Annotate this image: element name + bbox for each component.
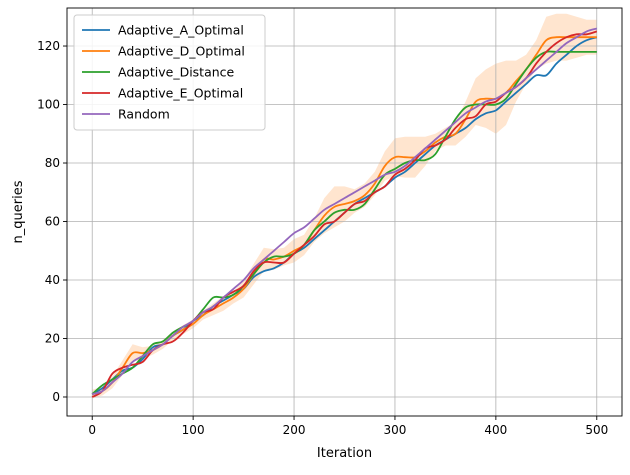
x-tick-label-4: 400	[484, 423, 507, 437]
y-tick-label-4: 80	[45, 156, 60, 170]
legend-label-4: Random	[118, 107, 170, 122]
legend: Adaptive_A_Optimal Adaptive_D_Optimal Adap…	[73, 14, 266, 131]
series-lines	[91, 27, 598, 398]
y-tick-label-2: 40	[45, 273, 60, 287]
y-tick-label-6: 120	[37, 39, 60, 53]
legend-label-3: Adaptive_E_Optimal	[118, 86, 243, 101]
x-tick-label-1: 100	[182, 423, 205, 437]
x-tick-label-3: 300	[384, 423, 407, 437]
y-tick-label-1: 20	[45, 331, 60, 345]
y-tick-label-5: 100	[37, 98, 60, 112]
y-tick-label-0: 0	[52, 390, 60, 404]
y-tick-label-3: 60	[45, 215, 60, 229]
grid	[67, 8, 622, 416]
x-tick-label-0: 0	[88, 423, 96, 437]
legend-box	[73, 14, 266, 131]
x-tick-label-5: 500	[585, 423, 608, 437]
axis-ticks: 0 100 200 300 400 500 0 20 40 60 80 100 120	[37, 39, 608, 437]
y-axis-label: n_queries	[11, 180, 26, 243]
x-axis-label: Iteration	[317, 446, 372, 461]
series-line-4	[91, 27, 598, 395]
legend-label-2: Adaptive_Distance	[118, 65, 235, 80]
x-tick-label-2: 200	[283, 423, 306, 437]
plot-frame	[66, 7, 623, 417]
legend-label-1: Adaptive_D_Optimal	[118, 44, 245, 59]
legend-label-0: Adaptive_A_Optimal	[118, 23, 244, 38]
